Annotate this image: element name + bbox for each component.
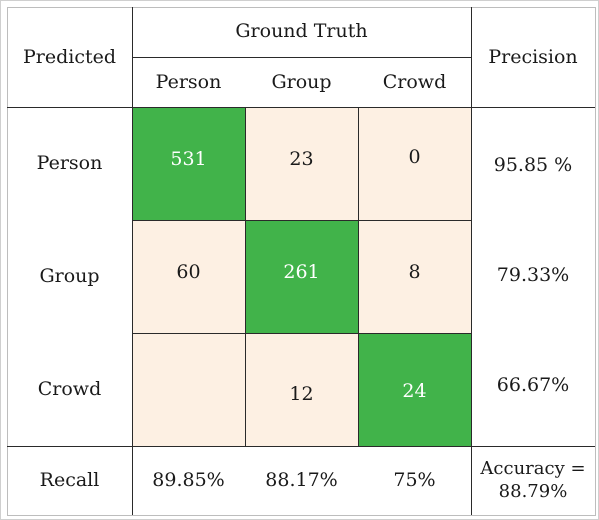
predicted-header-label: Predicted <box>22 45 117 68</box>
grid-line-matrix-bottom <box>7 446 595 447</box>
ground-truth-header: Ground Truth <box>132 7 471 57</box>
recall-value-person: 89.85% <box>152 468 225 491</box>
column-header-group: Group <box>271 70 332 93</box>
outer-border-left <box>7 7 8 516</box>
ground-truth-header-label: Ground Truth <box>235 20 368 43</box>
recall-value-crowd: 75% <box>393 468 436 491</box>
matrix-line-horizontal-2 <box>132 333 471 334</box>
outer-border-right <box>595 7 596 516</box>
matrix-cell-crowd-crowd: 24 <box>358 333 471 446</box>
precision-header: Precision <box>471 7 595 108</box>
matrix-cell-person-group: 23 <box>245 108 358 220</box>
accuracy-label: Accuracy = <box>480 458 586 479</box>
grid-line-vertical-1 <box>132 7 133 515</box>
matrix-cell-crowd-group: 12 <box>245 333 358 446</box>
matrix-line-horizontal-1 <box>132 220 471 221</box>
matrix-cell-crowd-person <box>132 333 245 446</box>
predicted-header: Predicted <box>7 7 132 108</box>
precision-value-crowd: 66.67% <box>496 373 570 396</box>
recall-value-group: 88.17% <box>265 468 338 491</box>
matrix-line-vertical-2 <box>358 108 359 446</box>
matrix-line-vertical-1 <box>245 108 246 446</box>
matrix-cell-person-crowd: 0 <box>358 108 471 220</box>
matrix-cell-person-person: 531 <box>132 108 245 220</box>
precision-header-label: Precision <box>488 45 578 68</box>
accuracy-cell: Accuracy = 88.79% <box>471 446 595 515</box>
matrix-cell-group-crowd: 8 <box>358 220 471 333</box>
outer-border-top <box>7 7 595 8</box>
grid-line-vertical-2 <box>471 7 472 515</box>
accuracy-value: 88.79% <box>498 480 568 502</box>
row-label-crowd: Crowd <box>37 377 102 400</box>
outer-border-bottom <box>7 515 595 516</box>
row-label-group: Group <box>39 264 100 287</box>
matrix-cell-group-person: 60 <box>132 220 245 333</box>
row-label-person: Person <box>36 152 103 175</box>
precision-value-group: 79.33% <box>496 263 570 286</box>
column-header-person: Person <box>155 70 222 93</box>
grid-line-header-bottom <box>7 107 595 108</box>
precision-value-person: 95.85 % <box>493 154 573 177</box>
recall-label: Recall <box>39 468 100 491</box>
column-header-crowd: Crowd <box>382 70 447 93</box>
matrix-cell-group-group: 261 <box>245 220 358 333</box>
grid-line-header-split <box>132 57 471 58</box>
